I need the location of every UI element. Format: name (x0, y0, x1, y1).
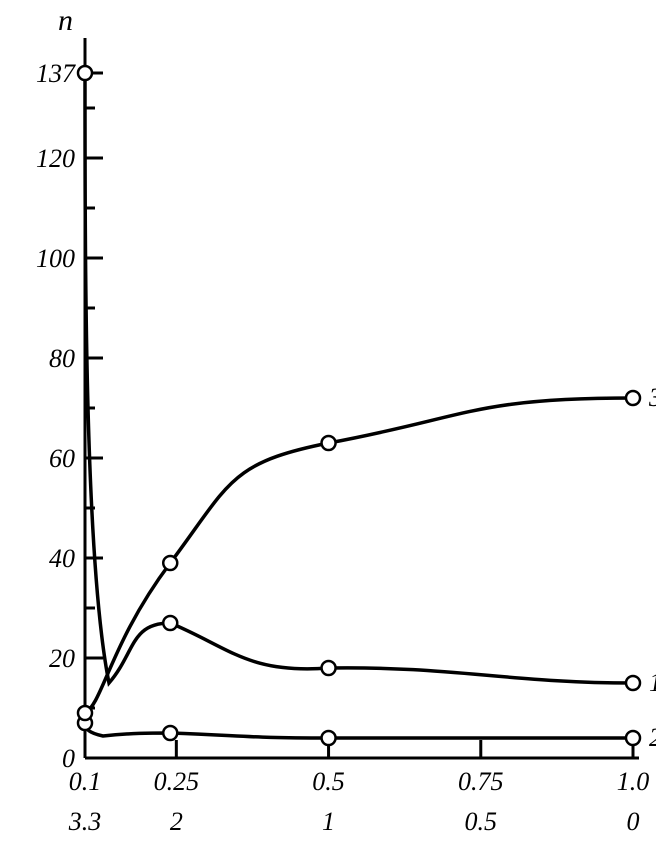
curve-1-marker (322, 661, 336, 675)
y-tick-label: 40 (49, 544, 75, 573)
x-tick-label-top: 1.0 (617, 767, 650, 796)
curve-3-label: 3 (648, 383, 656, 412)
x-tick-label-top: 0.75 (458, 767, 504, 796)
curve-3-marker (163, 556, 177, 570)
x-tick-label-bottom: 1 (322, 807, 335, 836)
curve-2-marker (163, 726, 177, 740)
x-tick-label-bottom: 0 (627, 807, 640, 836)
y-tick-label: 80 (49, 344, 75, 373)
y-axis-label: n (58, 4, 73, 37)
x-tick-label-bottom: 2 (170, 807, 183, 836)
y-tick-label: 120 (36, 144, 75, 173)
y-tick-label: 137 (36, 59, 76, 88)
curve-2-label: 2 (649, 723, 656, 752)
curve-3-marker (322, 436, 336, 450)
curve-3-marker (78, 706, 92, 720)
curve-1-marker (626, 676, 640, 690)
curve-3-marker (626, 391, 640, 405)
curve-2-marker (626, 731, 640, 745)
x-tick-label-top: 0.1 (69, 767, 102, 796)
curve-1-marker (78, 66, 92, 80)
curve-1-marker (163, 616, 177, 630)
x-tick-label-bottom: 0.5 (465, 807, 498, 836)
line-chart: 0 20 40 60 80 100 120 137 0.1 3.3 0.25 2 0.5 1 0.75 0.5… (0, 0, 656, 862)
y-tick-label: 20 (49, 644, 75, 673)
curve-2-marker (322, 731, 336, 745)
x-tick-label-bottom: 3.3 (68, 807, 102, 836)
y-tick-label: 100 (36, 244, 75, 273)
curve-1-label: 1 (649, 668, 656, 697)
x-tick-label-top: 0.5 (312, 767, 345, 796)
y-tick-label: 60 (49, 444, 75, 473)
x-tick-label-top: 0.25 (154, 767, 200, 796)
